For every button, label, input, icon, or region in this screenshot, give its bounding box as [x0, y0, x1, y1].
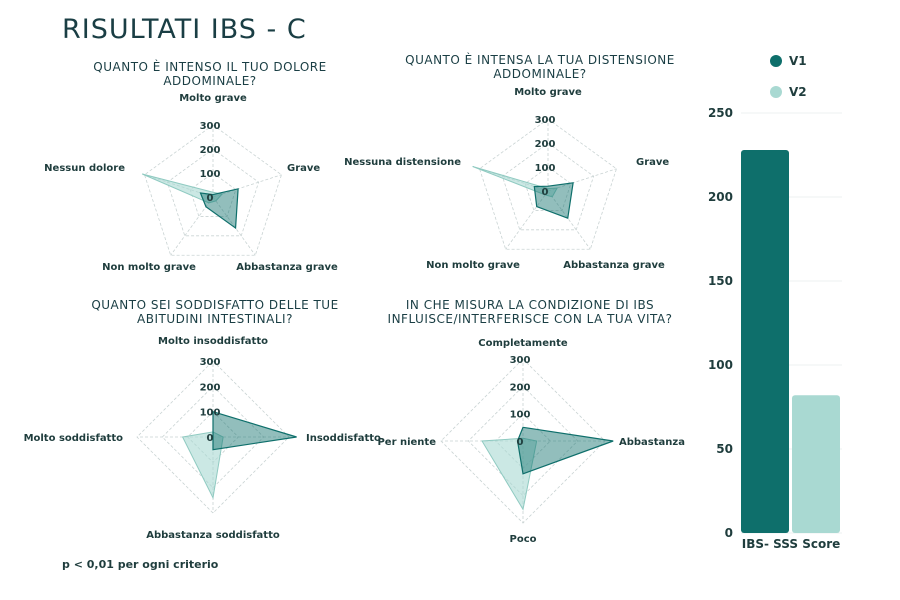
radar-tick-label: 100: [200, 169, 221, 180]
radar-tick-label: 0: [207, 433, 214, 444]
radar-series-v1: [516, 426, 614, 475]
footnote-significance: p < 0,01 per ogni criterio: [62, 558, 219, 571]
bar-y-tick-label: 150: [708, 274, 733, 288]
radar-spoke: [547, 168, 617, 192]
radar-grid-ring: [161, 385, 265, 489]
radar-tick-label: 300: [510, 355, 531, 366]
radar-spoke: [547, 190, 591, 250]
radar-title-interferenza-line-1: IN CHE MISURA LA CONDIZIONE DI IBS: [405, 298, 655, 312]
radar-tick-label: 200: [200, 145, 221, 156]
radar-spoke: [505, 190, 549, 250]
bar-y-tick-label: 200: [708, 190, 733, 204]
radar-grid-ring: [479, 118, 617, 250]
radar-axis-label: Molto grave: [179, 93, 247, 104]
radar-title-dolore-line-2: ADDOMINALE?: [163, 74, 257, 88]
radar-axis-label: Completamente: [478, 338, 568, 349]
radar-axis-label: Abbastanza grave: [563, 260, 665, 271]
radar-title-soddisfazione-line-2: ABITUDINI INTESTINALI?: [137, 312, 293, 326]
radar-tick-label: 300: [200, 121, 221, 132]
legend-label-v1: V1: [789, 54, 807, 68]
radar-axis-label: Abbastanza soddisfatto: [146, 530, 280, 541]
radar-axis-label: Nessun dolore: [44, 163, 125, 174]
radar-chart-dolore: 0 100 200 300 Molto grave Grave Abbastanza gra…: [44, 93, 338, 273]
radar-spoke: [212, 196, 256, 256]
radar-series-v1: [212, 410, 297, 451]
radar-axis-label: Abbastanza: [619, 437, 685, 448]
radar-tick-label: 200: [535, 139, 556, 150]
bar-y-tick-label: 0: [725, 526, 733, 540]
radar-series-v2: [472, 166, 559, 198]
page-title: RISULTATI IBS - C: [62, 14, 307, 45]
radar-axis-label: Molto soddisfatto: [24, 433, 124, 444]
bar-v1: [741, 149, 789, 533]
radar-title-distensione-line-2: ADDOMINALE?: [493, 67, 587, 81]
radar-title-interferenza-line-2: INFLUISCE/INTERFERISCE CON LA TUA VITA?: [387, 312, 673, 326]
legend-label-v2: V2: [789, 85, 807, 99]
bar-chart-ibs-sss: 0 50 100 150 200 250 IBS- SSS Score V1 V2: [708, 54, 842, 551]
radar-spoke: [212, 174, 282, 198]
radar-tick-label: 200: [200, 382, 221, 393]
radar-axis-label: Non molto grave: [426, 260, 520, 271]
radar-grid-ring: [136, 360, 290, 514]
radar-axis-label: Insoddisfatto: [306, 433, 381, 444]
radar-axis-label: Molto grave: [514, 87, 582, 98]
bar-y-tick-label: 100: [708, 358, 733, 372]
radar-title-distensione: QUANTO È INTENSA LA TUA DISTENSIONE ADDO…: [370, 53, 710, 81]
radar-title-interferenza: IN CHE MISURA LA CONDIZIONE DI IBS INFLU…: [360, 298, 700, 326]
radar-tick-label: 100: [535, 163, 556, 174]
radar-tick-label: 300: [200, 357, 221, 368]
radar-axis-label: Grave: [636, 157, 669, 168]
radar-grid-ring: [166, 148, 260, 237]
radar-chart-interferenza: 0 100 200 300 Completamente Abbastanza Poco Per…: [377, 338, 685, 545]
radar-axis-label: Abbastanza grave: [236, 262, 338, 273]
radar-chart-soddisfazione: 0 100 200 300 Molto insoddisfatto Insoddisfat…: [24, 336, 381, 541]
radar-axis-label: Non molto grave: [102, 262, 196, 273]
radar-tick-label: 0: [542, 187, 549, 198]
radar-title-soddisfazione-line-1: QUANTO SEI SODDISFATTO DELLE TUE: [91, 298, 339, 312]
radar-axis-label: Poco: [510, 534, 537, 545]
radar-chart-distensione: 0 100 200 300 Molto grave Grave Abbastanza gra…: [344, 87, 669, 271]
radar-axis-label: Nessuna distensione: [344, 157, 461, 168]
bar-v2: [792, 395, 840, 533]
radar-title-soddisfazione: QUANTO SEI SODDISFATTO DELLE TUE ABITUDI…: [55, 298, 375, 326]
radar-tick-label: 0: [517, 437, 524, 448]
radar-axis-label: Grave: [287, 163, 320, 174]
bar-category-label: IBS- SSS Score: [742, 537, 841, 551]
radar-series-v1: [533, 182, 574, 220]
radar-tick-label: 200: [510, 382, 531, 393]
radar-tick-label: 300: [535, 115, 556, 126]
legend-marker-v2: [770, 86, 782, 98]
radar-series-v2: [481, 437, 538, 511]
radar-series-v1: [199, 188, 239, 230]
radar-grid-ring: [501, 142, 595, 231]
radar-tick-label: 0: [207, 193, 214, 204]
bar-y-tick-label: 250: [708, 106, 733, 120]
legend-marker-v1: [770, 55, 782, 67]
radar-title-dolore-line-1: QUANTO È INTENSO IL TUO DOLORE: [93, 60, 327, 74]
radar-tick-label: 100: [510, 410, 531, 421]
radar-tick-label: 100: [200, 408, 221, 419]
radar-title-dolore: QUANTO È INTENSO IL TUO DOLORE ADDOMINAL…: [60, 60, 360, 88]
radar-title-distensione-line-1: QUANTO È INTENSA LA TUA DISTENSIONE: [405, 53, 675, 67]
radar-grid-ring: [467, 385, 579, 497]
bar-y-tick-label: 50: [716, 442, 733, 456]
radar-axis-label: Molto insoddisfatto: [158, 336, 268, 347]
radar-axis-label: Per niente: [377, 437, 436, 448]
radar-grid-ring: [144, 124, 282, 256]
